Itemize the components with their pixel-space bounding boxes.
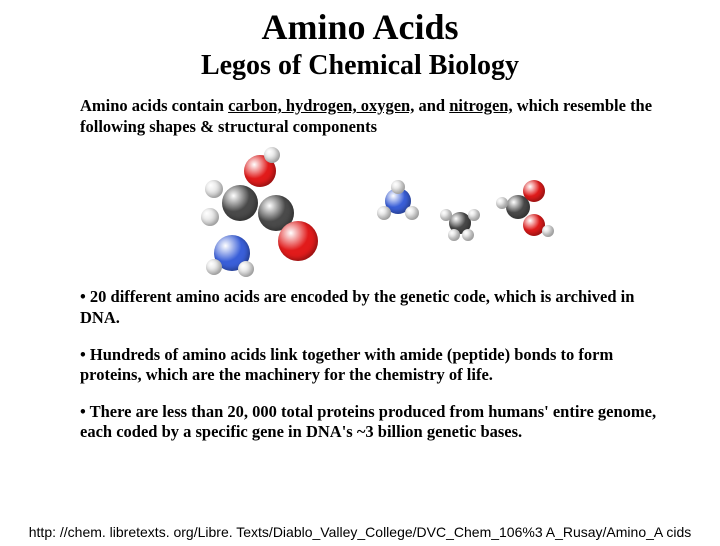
page-title: Amino Acids	[0, 6, 720, 48]
molecule-canvas	[150, 145, 570, 275]
molecule-figure	[0, 145, 720, 275]
atom-h4	[462, 229, 474, 241]
intro-paragraph: Amino acids contain carbon, hydrogen, ox…	[80, 96, 660, 137]
atom-h2	[468, 209, 480, 221]
bullet-3: • There are less than 20, 000 total prot…	[80, 402, 670, 443]
page-subtitle: Legos of Chemical Biology	[0, 50, 720, 82]
atom-h3	[264, 147, 280, 163]
atom-h1	[205, 180, 223, 198]
atom-h2	[405, 206, 419, 220]
intro-text-pre: Amino acids contain	[80, 96, 228, 115]
intro-text-mid: and	[414, 96, 449, 115]
atom-h3	[448, 229, 460, 241]
atom-h1	[377, 206, 391, 220]
bullet-2: • Hundreds of amino acids link together …	[80, 345, 670, 386]
bullet-list: • 20 different amino acids are encoded b…	[80, 287, 670, 443]
atom-h5	[238, 261, 254, 277]
atom-oxygen2	[278, 221, 318, 261]
atom-h2	[542, 225, 554, 237]
atom-h4	[206, 259, 222, 275]
atom-h2	[201, 208, 219, 226]
atom-carbon1	[222, 185, 258, 221]
bullet-1: • 20 different amino acids are encoded b…	[80, 287, 670, 328]
footer-url: http: //chem. libretexts. org/Libre. Tex…	[0, 524, 720, 540]
intro-underline-2: nitrogen,	[449, 96, 512, 115]
atom-oxygen1	[523, 180, 545, 202]
intro-underline-1: carbon, hydrogen, oxygen,	[228, 96, 414, 115]
